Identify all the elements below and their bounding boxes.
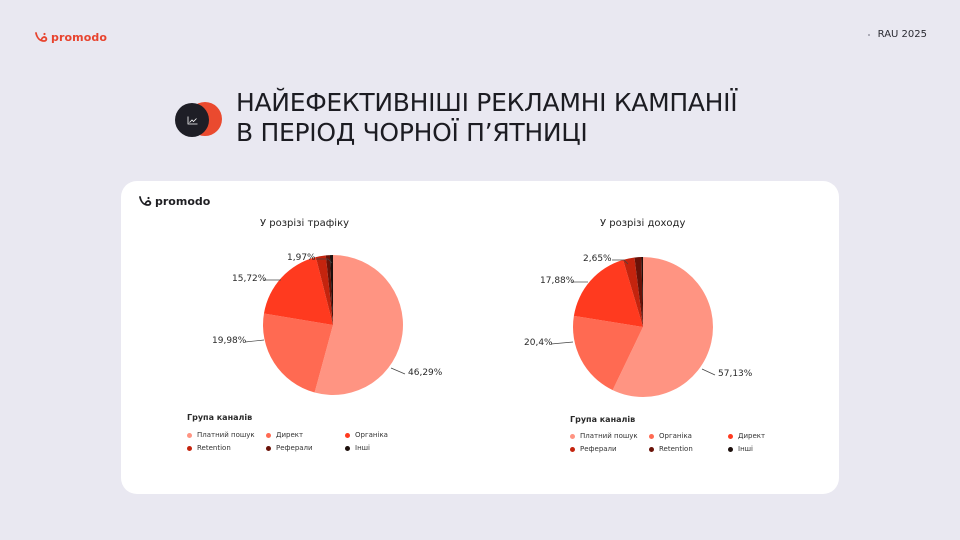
pie-slice-retention: [634, 257, 643, 327]
title-line-2: В ПЕРІОД ЧОРНОЇ П’ЯТНИЦІ: [236, 118, 588, 147]
legend-label: Інші: [355, 444, 370, 452]
legend-label: Органіка: [659, 432, 692, 440]
legend-item: Інші: [728, 445, 753, 453]
legend-label: Органіка: [355, 431, 388, 439]
revenue-label-paid-search: 57,13%: [718, 369, 753, 379]
legend-swatch: [649, 433, 654, 439]
legend-label: Реферали: [580, 445, 617, 453]
label-leader-line: [244, 339, 265, 343]
legend-swatch: [649, 446, 654, 452]
legend-label: Інші: [738, 445, 753, 453]
charts-card: promodo У розрізі трафіку 1,97% 15,72% 1…: [121, 181, 839, 494]
traffic-label-retention: 1,97%: [287, 253, 316, 263]
legend-swatch: [570, 446, 575, 452]
label-leader-line: [550, 341, 574, 345]
legend-label: Директ: [738, 432, 766, 440]
traffic-chart-title: У розрізі трафіку: [260, 218, 350, 229]
pie-slice-органіка: [573, 315, 643, 391]
revenue-label-organic: 20,4%: [524, 338, 553, 348]
label-leader-line: [612, 259, 629, 265]
legend-swatch: [266, 432, 271, 438]
legend-swatch: [728, 446, 733, 452]
legend-item: Реферали: [266, 444, 313, 452]
pie-slice-директ: [573, 259, 643, 327]
legend-item: Retention: [649, 445, 693, 453]
legend-swatch: [728, 433, 733, 439]
pie-slice-платний-пошук: [612, 257, 714, 397]
separator-dot: [867, 33, 870, 36]
pie-slice-реферали: [623, 257, 643, 327]
legend-item: Директ: [266, 431, 303, 439]
card-brand-name: promodo: [155, 195, 211, 208]
revenue-label-direct: 17,88%: [540, 276, 575, 286]
traffic-label-organic: 15,72%: [232, 274, 267, 284]
brand-name: promodo: [51, 31, 108, 44]
label-leader-line: [701, 368, 716, 376]
label-leader-line: [390, 367, 406, 375]
legend-label: Платний пошук: [580, 432, 638, 440]
traffic-legend-title: Група каналів: [187, 413, 253, 422]
traffic-label-paid-search: 46,29%: [408, 368, 443, 378]
legend-swatch: [570, 433, 575, 439]
pie-slice-інші: [641, 257, 643, 327]
legend-swatch: [187, 445, 192, 451]
legend-swatch: [345, 432, 350, 438]
legend-swatch: [187, 432, 192, 438]
legend-item: Директ: [728, 432, 765, 440]
legend-item: Інші: [345, 444, 370, 452]
event-name: RAU 2025: [877, 29, 927, 40]
promodo-logo-icon: [139, 196, 152, 206]
legend-item: Платний пошук: [187, 431, 255, 439]
revenue-legend-title: Група каналів: [570, 415, 636, 424]
title-line-1: НАЙЕФЕКТИВНІШІ РЕКЛАМНІ КАМПАНІЇ: [236, 88, 738, 117]
legend-item: Реферали: [570, 445, 617, 453]
card-brand-logo: promodo: [139, 195, 210, 208]
trend-chart-icon: [175, 103, 209, 137]
revenue-pie-chart: [550, 257, 716, 397]
pie-slice-інші: [329, 255, 333, 325]
trend-chart-icon-badge: [175, 102, 222, 138]
traffic-pie-chart: [244, 255, 406, 395]
revenue-chart-title: У розрізі доходу: [600, 218, 686, 229]
legend-item: Органіка: [345, 431, 388, 439]
legend-label: Retention: [197, 444, 231, 452]
promodo-logo-icon: [35, 32, 48, 42]
page-title: НАЙЕФЕКТИВНІШІ РЕКЛАМНІ КАМПАНІЇ В ПЕРІО…: [236, 88, 738, 148]
legend-item: Платний пошук: [570, 432, 638, 440]
legend-label: Retention: [659, 445, 693, 453]
pie-slice-платний-пошук: [314, 255, 403, 395]
legend-label: Реферали: [276, 444, 313, 452]
pie-slice-реферали: [325, 255, 333, 325]
revenue-label-referrals: 2,65%: [583, 254, 612, 264]
brand-logo: promodo: [35, 31, 107, 44]
legend-label: Платний пошук: [197, 431, 255, 439]
legend-swatch: [266, 445, 271, 451]
label-leader-line: [316, 258, 333, 264]
pie-slice-органіка: [263, 257, 333, 325]
legend-item: Органіка: [649, 432, 692, 440]
legend-label: Директ: [276, 431, 304, 439]
pie-slice-retention: [315, 255, 333, 325]
pie-slice-директ: [263, 313, 333, 393]
traffic-label-direct: 19,98%: [212, 336, 247, 346]
legend-item: Retention: [187, 444, 231, 452]
event-label: RAU 2025: [867, 29, 927, 40]
legend-swatch: [345, 445, 350, 451]
